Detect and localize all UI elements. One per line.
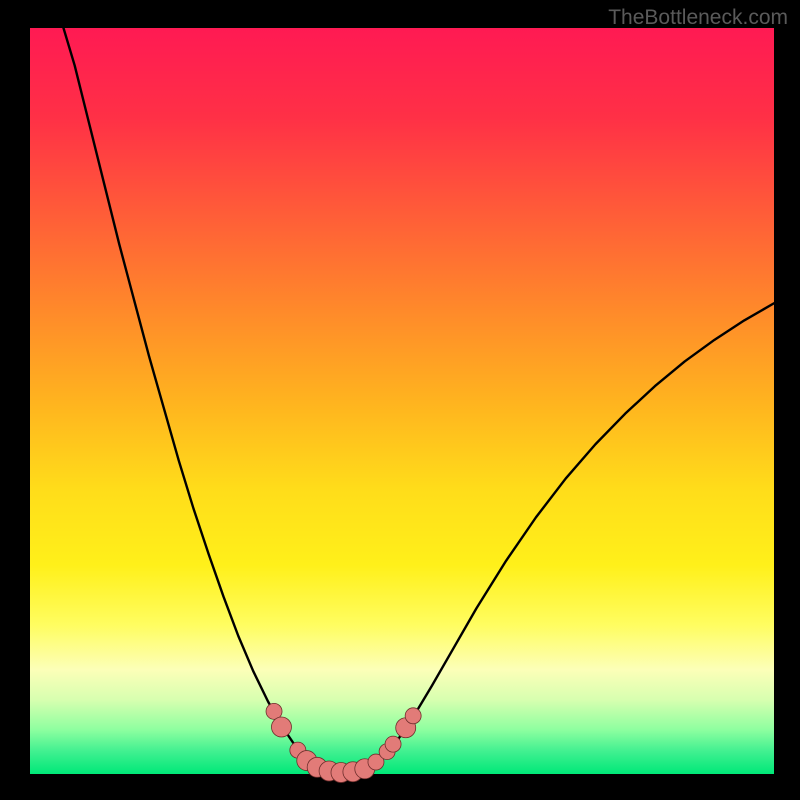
curve-marker: [385, 736, 401, 752]
watermark-text: TheBottleneck.com: [608, 6, 788, 30]
bottleneck-chart: TheBottleneck.com: [0, 0, 800, 800]
plot-background: [30, 28, 774, 774]
curve-marker: [405, 708, 421, 724]
curve-marker: [271, 717, 291, 737]
chart-svg: [0, 0, 800, 800]
